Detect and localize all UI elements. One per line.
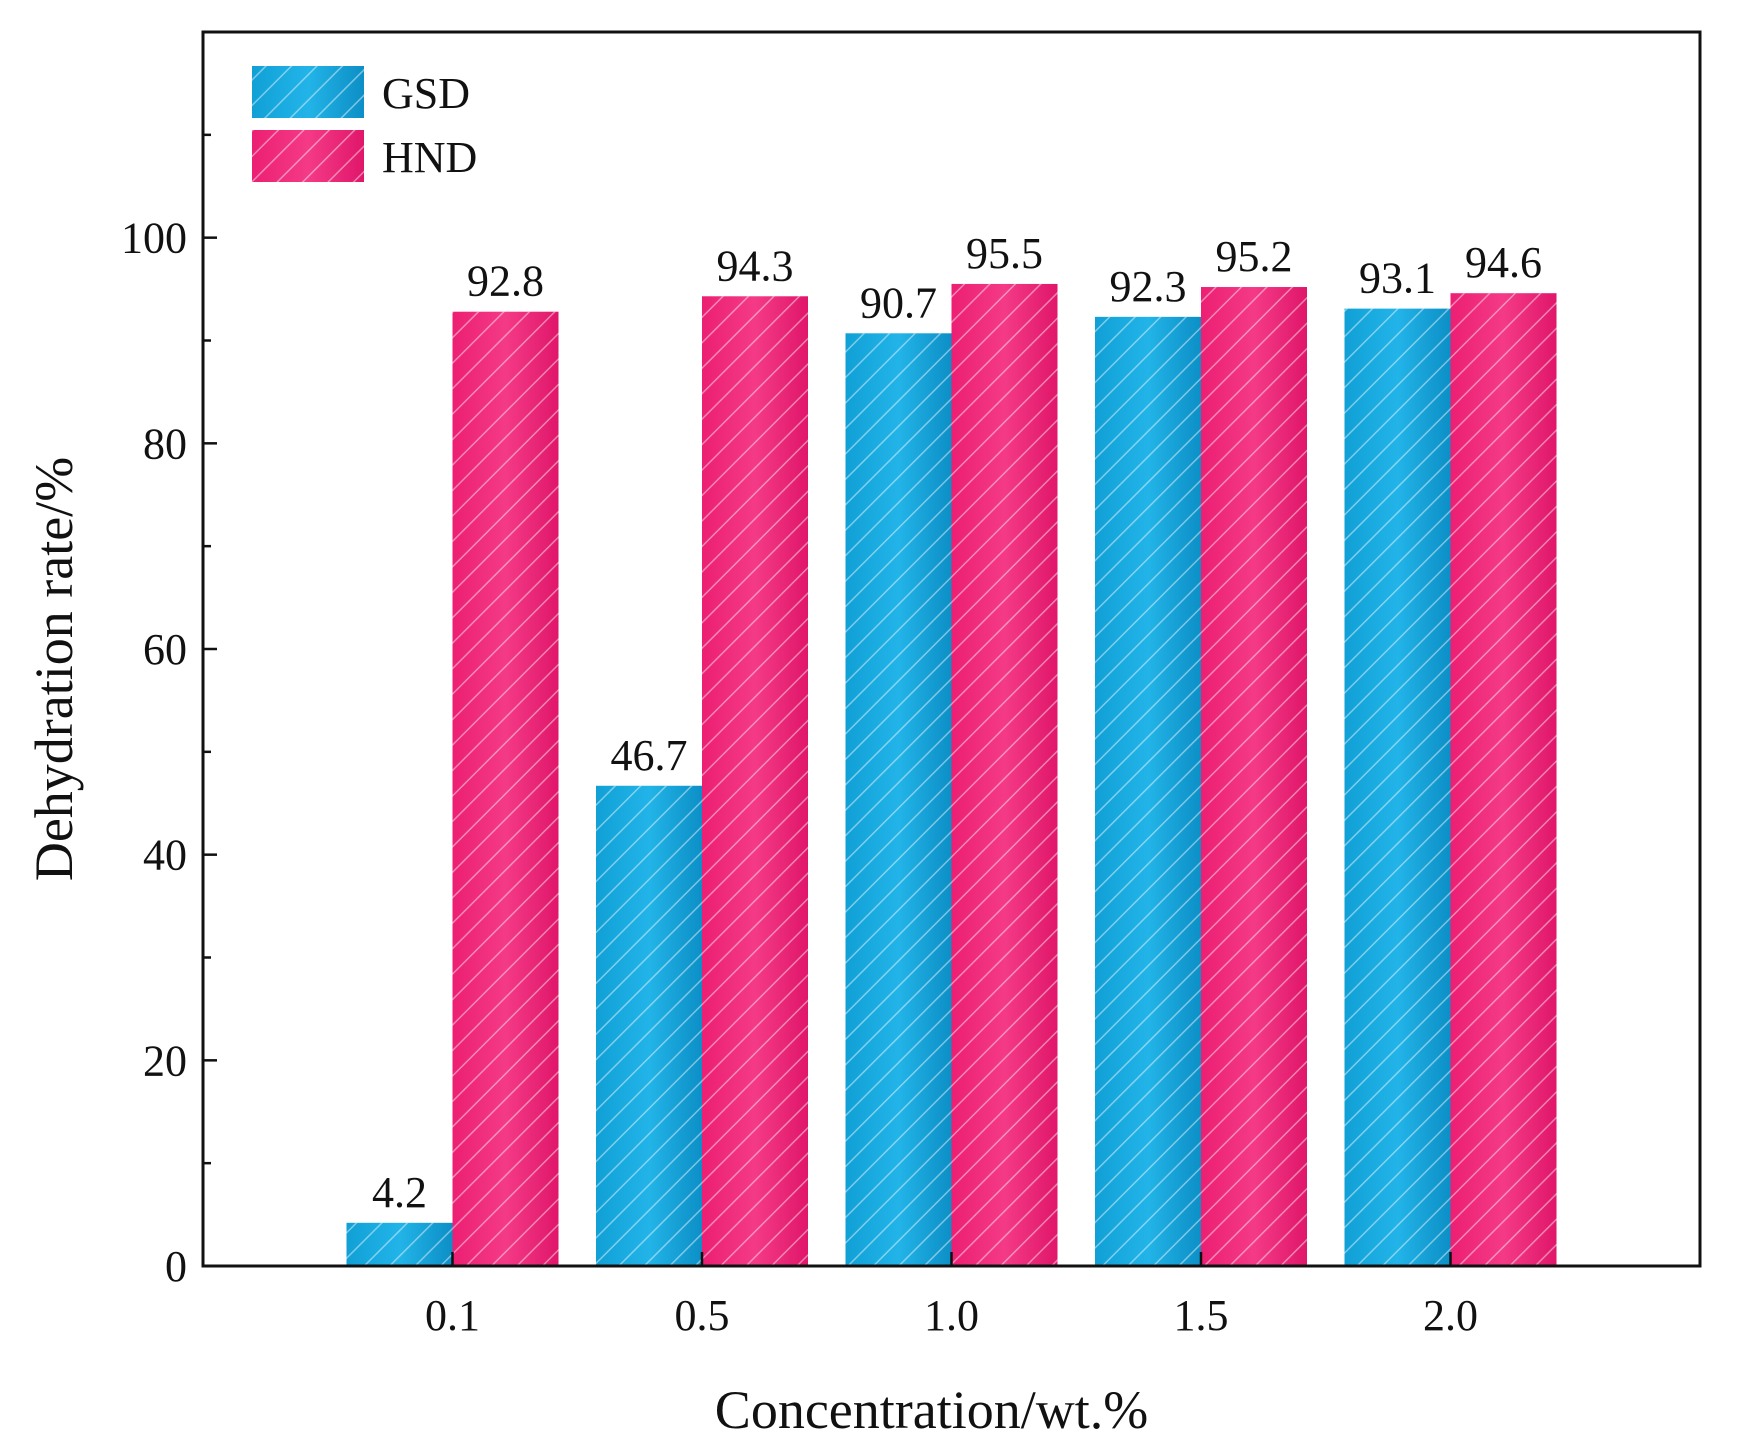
legend-label-hnd: HND — [382, 133, 477, 182]
legend-label-gsd: GSD — [382, 69, 470, 118]
bar-hatch-gsd-1.0 — [845, 333, 952, 1267]
y-tick-label-80: 80 — [143, 419, 187, 468]
x-tick-label-0.1: 0.1 — [425, 1291, 480, 1340]
bar-hatch-hnd-1.0 — [951, 283, 1058, 1267]
bar-hatch-hnd-0.5 — [702, 296, 808, 1266]
x-tick-label-2.0: 2.0 — [1423, 1291, 1478, 1340]
data-label-gsd-1.0: 90.7 — [860, 278, 937, 327]
legend-swatch-hatch-gsd — [252, 66, 364, 118]
data-label-gsd-2.0: 93.1 — [1359, 254, 1436, 303]
bar-hatch-gsd-1.5 — [1095, 316, 1201, 1266]
y-tick-label-0: 0 — [165, 1242, 187, 1291]
data-label-hnd-0.1: 92.8 — [467, 257, 544, 306]
x-axis-title: Concentration/wt.% — [715, 1380, 1148, 1440]
data-label-gsd-0.5: 46.7 — [611, 731, 688, 780]
data-label-hnd-1.0: 95.5 — [966, 229, 1043, 278]
data-label-gsd-1.5: 92.3 — [1110, 262, 1187, 311]
data-label-gsd-0.1: 4.2 — [372, 1168, 427, 1217]
bar-hatch-hnd-0.1 — [452, 311, 559, 1266]
bar-hatch-gsd-2.0 — [1344, 308, 1451, 1266]
bar-hatch-gsd-0.1 — [346, 1222, 453, 1266]
x-tick-label-1.5: 1.5 — [1174, 1291, 1229, 1340]
data-label-hnd-0.5: 94.3 — [717, 241, 794, 290]
x-tick-label-0.5: 0.5 — [675, 1291, 730, 1340]
y-tick-label-100: 100 — [121, 214, 187, 263]
data-label-hnd-1.5: 95.2 — [1216, 232, 1293, 281]
y-tick-label-60: 60 — [143, 625, 187, 674]
bar-hatch-hnd-1.5 — [1201, 287, 1307, 1266]
legend-swatch-hatch-hnd — [252, 130, 364, 182]
bar-hatch-hnd-2.0 — [1450, 293, 1557, 1266]
y-tick-label-20: 20 — [143, 1036, 187, 1085]
x-tick-label-1.0: 1.0 — [924, 1291, 979, 1340]
bar-hatch-gsd-0.5 — [596, 785, 702, 1266]
y-axis-title: Dehydration rate/% — [24, 457, 84, 881]
y-tick-label-40: 40 — [143, 831, 187, 880]
data-label-hnd-2.0: 94.6 — [1465, 238, 1542, 287]
